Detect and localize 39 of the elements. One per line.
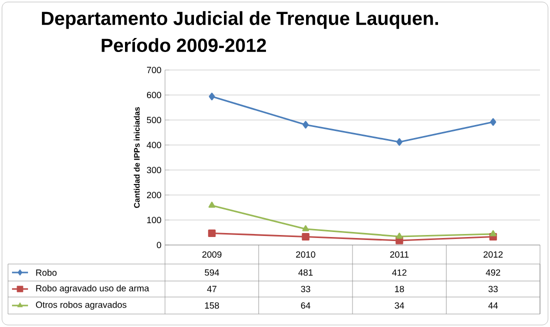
x-tick-label: 2009 [202,251,222,258]
data-label: 47 [207,286,216,292]
data-label: 18 [395,286,404,292]
data-label: 44 [488,302,498,309]
point [490,118,496,126]
chart-title: Departamento Judicial de Trenque Lauquen. [42,11,438,29]
data-label: 34 [394,302,404,309]
point [302,232,310,241]
data-label: 412 [392,269,406,276]
point [302,225,310,232]
x-tick-label: 2012 [484,251,503,258]
point [208,92,215,100]
legend-label: Robo agravado uso de arma [36,284,150,294]
data-label: 33 [488,286,498,292]
data-label: 158 [205,302,219,309]
x-tick-label: 2010 [296,251,316,258]
y-tick-label: 700 [146,66,162,74]
y-tick-label: 0 [156,242,162,248]
point [490,230,497,236]
y-tick-label: 300 [146,166,162,174]
chart-subtitle: Período 2009-2012 [102,38,266,52]
point [208,229,216,238]
point [208,202,216,208]
y-tick-label: 600 [146,92,162,98]
data-label: 33 [300,286,310,292]
data-label: 481 [298,269,313,276]
y-tick-label: 100 [147,216,162,224]
legend-label: Otros robos agravados [36,301,126,310]
data-label: 492 [486,269,500,276]
legend-label: Robo [36,269,57,276]
y-tick-label: 200 [146,192,162,198]
y-tick-label: 400 [146,142,162,148]
y-tick-label: 500 [146,116,162,124]
data-label: 594 [204,269,220,276]
point [396,232,403,239]
x-tick-label: 2011 [390,251,409,258]
data-label: 64 [301,302,310,309]
point [396,138,402,146]
point [302,120,309,129]
